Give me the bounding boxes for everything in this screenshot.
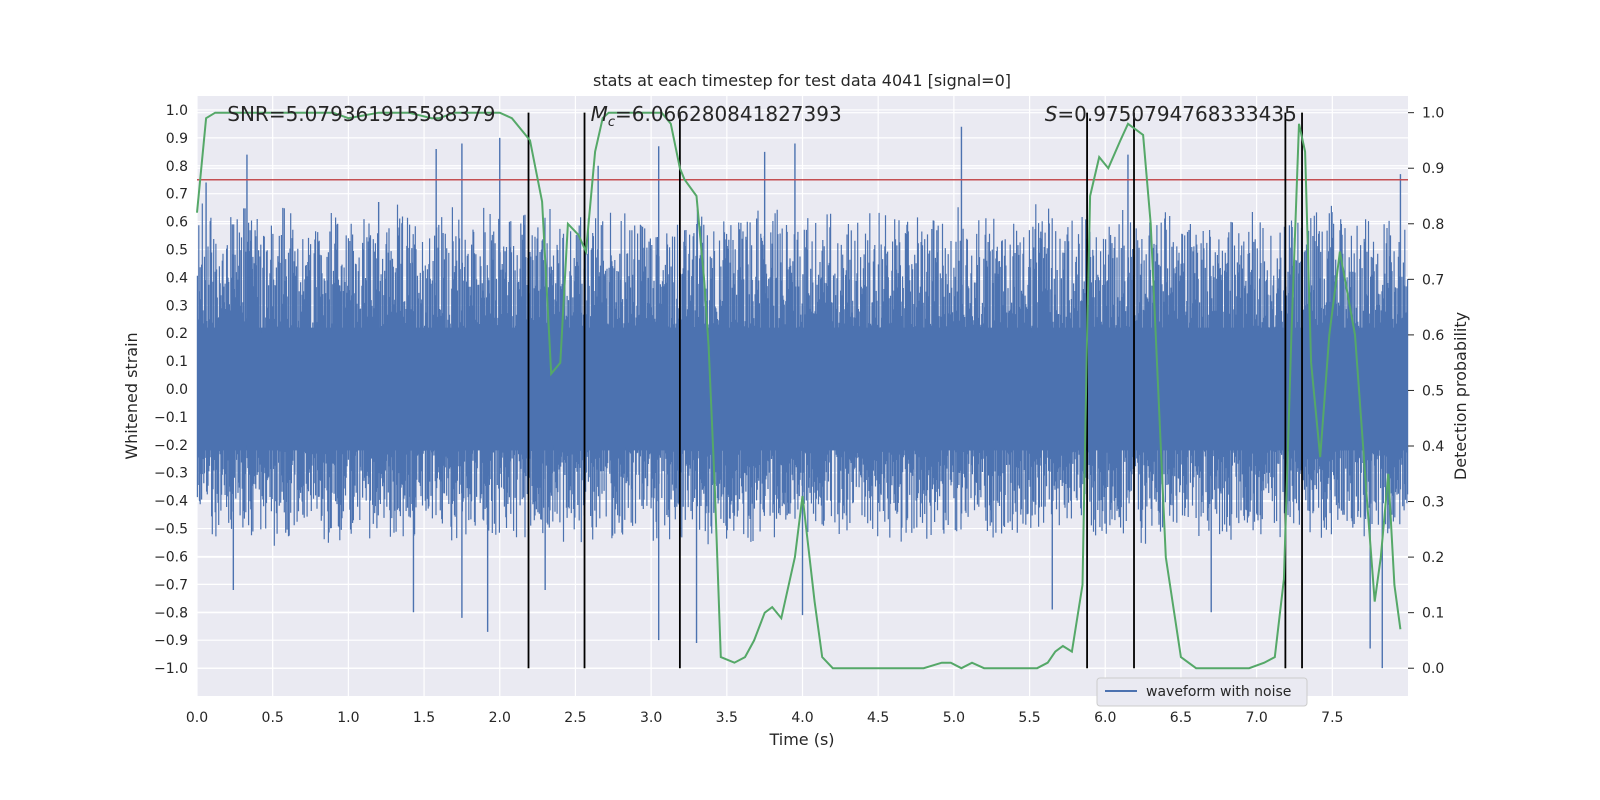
legend-box: [1096, 677, 1308, 707]
y2-tick-label: 0.9: [1422, 161, 1444, 177]
y-tick-label: −0.2: [154, 438, 188, 454]
x-tick-label: 3.5: [716, 710, 738, 726]
y2-tick-label: 0.5: [1422, 383, 1444, 399]
x-tick-label: 6.5: [1170, 710, 1192, 726]
stat-annotation: SNR=5.079361915588379: [227, 102, 495, 126]
y-tick-label: 0.8: [166, 159, 188, 175]
y-tick-label: −0.3: [154, 466, 188, 482]
x-tick-label: 4.0: [791, 710, 813, 726]
y-tick-label: 1.0: [166, 103, 188, 119]
y2-axis-label: Detection probability: [1451, 312, 1470, 480]
y-tick-label: 0.2: [166, 326, 188, 342]
x-tick-label: 5.0: [943, 710, 965, 726]
x-tick-label: 1.5: [413, 710, 435, 726]
y-axis-label: Whitened strain: [122, 332, 141, 459]
y2-tick-label: 0.4: [1422, 439, 1444, 455]
y2-tick-label: 1.0: [1422, 106, 1444, 122]
y-ticks: 1.0 0.9 0.8 0.7 0.6 0.5 0.4 0.3 0.2 0.1 0.0 −0.1 −0.…: [154, 103, 188, 677]
legend: waveform with noise: [1096, 677, 1308, 707]
y2-tick-label: 0.2: [1422, 550, 1444, 566]
annotations: SNR=5.079361915588379 Mc=6.06628084182739…: [227, 102, 1297, 130]
legend-label: waveform with noise: [1146, 684, 1291, 700]
y-tick-label: −0.4: [154, 494, 188, 510]
y2-tick-label: 0.0: [1422, 661, 1444, 677]
probability-line: [196, 111, 1402, 670]
y2-tick-label: 0.3: [1422, 495, 1444, 511]
stat-annotation: S=0.9750794768333435: [1045, 102, 1297, 126]
x-tick-label: 7.5: [1321, 710, 1343, 726]
detection-markers: [527, 112, 1303, 669]
x-tick-label: 7.0: [1245, 710, 1267, 726]
y2-tick-label: 0.7: [1422, 272, 1444, 288]
y-tick-label: −0.7: [154, 577, 188, 593]
y-tick-label: 0.6: [166, 215, 188, 231]
y-tick-label: 0.5: [166, 242, 188, 258]
x-tick-label: 4.5: [867, 710, 889, 726]
waveform-trace: [196, 203, 1409, 546]
y2-tick-label: 0.6: [1422, 328, 1444, 344]
y2-tick-label: 0.8: [1422, 217, 1444, 233]
y2-tick-label: 0.1: [1422, 606, 1444, 622]
x-tick-label: 0.0: [186, 710, 208, 726]
y2-ticks: 1.0 0.9 0.8 0.7 0.6 0.5 0.4 0.3 0.2 0.1 0.0: [1408, 106, 1444, 677]
x-tick-label: 6.0: [1094, 710, 1116, 726]
x-ticks: 0.0 0.5 1.0 1.5 2.0 2.5 3.0 3.5 4.0 4.5 5.0 5.5 6.0 6…: [186, 710, 1344, 726]
x-tick-label: 2.0: [489, 710, 511, 726]
chart-title: stats at each timestep for test data 404…: [593, 71, 1011, 90]
x-tick-label: 1.0: [337, 710, 359, 726]
y-tick-label: −0.1: [154, 410, 188, 426]
y-tick-label: 0.9: [166, 131, 188, 147]
y-tick-label: 0.4: [166, 270, 188, 286]
y-tick-label: −0.9: [154, 633, 188, 649]
stat-annotation: Mc=6.066280841827393: [591, 102, 842, 130]
waveform-series: [196, 126, 1409, 669]
y-tick-label: −0.6: [154, 549, 188, 565]
y-tick-label: 0.3: [166, 298, 188, 314]
y-tick-label: 0.0: [166, 382, 188, 398]
x-axis-label: Time (s): [768, 730, 834, 749]
y-tick-label: 0.7: [166, 187, 188, 203]
x-tick-label: 3.0: [640, 710, 662, 726]
y-tick-label: −0.8: [154, 605, 188, 621]
y-tick-label: −1.0: [154, 661, 188, 677]
x-tick-label: 0.5: [262, 710, 284, 726]
y-tick-label: −0.5: [154, 522, 188, 538]
x-tick-label: 5.5: [1018, 710, 1040, 726]
x-tick-label: 2.5: [564, 710, 586, 726]
y-tick-label: 0.1: [166, 354, 188, 370]
